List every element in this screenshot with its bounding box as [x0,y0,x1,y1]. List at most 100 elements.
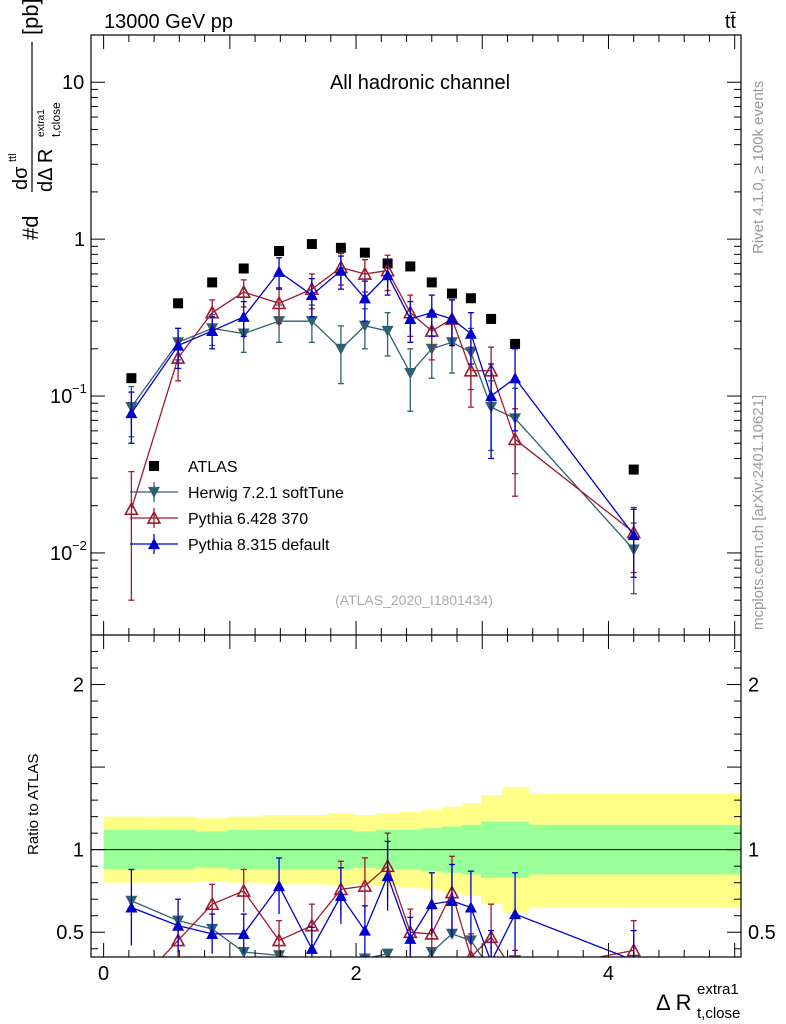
x-tick-label: 4 [603,963,614,985]
ratio-point [305,956,318,957]
legend-marker [148,486,160,498]
data-point [358,292,371,304]
data-point [124,501,139,516]
ratio-y-label: Ratio to ATLAS [25,754,42,855]
x-tick-label: 0 [98,963,109,985]
data-point [305,316,318,328]
series-line [130,269,635,536]
ratio-pythia-8-315-default [125,840,637,957]
data-point [236,284,252,298]
ratio-point [490,955,492,957]
ratio-point [237,927,250,939]
series-line [130,266,635,534]
ratio-point [305,942,318,954]
ratio-y-tick-label-right: 2 [748,675,759,697]
x-label-main: Δ R [656,990,691,1015]
ratio-point [204,896,220,911]
rivet-label: Rivet 4.1.0, ≥ 100k events [750,81,767,254]
data-point [381,325,394,337]
y-axis-label: #d dσ ttl dΔ R t,close extra1 [pb] [7,0,63,240]
ratio-y-tick-label-right: 0.5 [748,922,776,944]
data-point [206,324,219,337]
ratio-point [125,984,137,995]
data-point [359,247,370,258]
legend-marker [146,510,162,524]
ratio-point [381,948,394,957]
data-point [335,242,346,253]
data-point [486,313,497,324]
ratio-y-tick-label-right: 1 [748,840,759,862]
y-tick-label: 1 [74,229,85,251]
data-point [627,529,640,541]
legend-label: ATLAS [188,459,238,476]
ratio-point [125,901,138,913]
ratio-line [131,874,628,957]
ratio-line [161,865,634,957]
ratio-point [424,926,440,940]
data-point [507,431,523,446]
data-point [425,306,438,318]
x-tick-label: 2 [350,963,361,985]
ratio-point [335,972,347,983]
series-pythia-8-315-default [125,255,640,578]
plot-frame [90,34,742,958]
data-point [334,264,347,276]
ratio-point [404,932,417,944]
legend-label: Pythia 8.315 default [188,537,330,554]
ratio-point [206,927,219,939]
data-point [357,266,373,280]
ratio-plot-area [125,832,642,995]
ratio-point [273,879,286,892]
ratio-point [628,959,640,970]
data-point [465,293,476,304]
ratio-point [358,924,371,936]
ratio-point [464,901,477,913]
data-point [463,363,479,377]
data-point [405,261,416,272]
mcplots-label: mcplots.cern.ch [arXiv:2401.10621] [750,395,767,630]
data-point [271,295,287,310]
data-point [237,310,250,322]
ratio-point [425,898,438,910]
legend-entry: Pythia 6.428 370 [130,508,308,528]
x-label-sub: t,close [697,1005,740,1022]
ratio-point [236,883,252,897]
y-tick-exponent: −1 [72,381,87,396]
y-tick-label: 10 [62,72,84,94]
y-label-main: #d [18,216,43,240]
x-axis-label: Δ R extra1 t,close [656,981,740,1022]
legend-entry: ATLAS [149,459,238,476]
data-point [464,327,477,339]
ratio-point [172,919,185,931]
ratio-y-tick-label: 1 [73,840,84,862]
y-label-den: dΔ R [35,149,57,192]
ratio-point [271,932,287,947]
legend-entry: Herwig 7.2.1 softTune [130,482,344,502]
data-point [446,288,457,299]
data-point [306,239,317,250]
ratio-line [131,900,483,957]
legend-marker [148,538,160,550]
ratio-series-layer [125,832,642,995]
ratio-y-tick-label: 2 [73,675,84,697]
ratio-herwig-7-2-1-softtune [125,895,640,986]
ratio-y-tick-label: 0.5 [56,922,84,944]
main-plot-area [124,239,642,601]
data-point [334,343,347,355]
ratio-point [509,968,521,979]
y-tick-label: 10 [50,386,72,408]
data-point [628,464,639,475]
series-line [130,320,635,551]
data-point [173,298,184,309]
main-series-layer [124,239,642,601]
y-label-den-sub: t,close [49,102,63,137]
legend-label: Pythia 6.428 370 [188,511,308,528]
data-point [404,368,417,380]
ratio-point [404,975,416,986]
data-point [426,277,437,288]
data-point [207,277,218,288]
y-label-unit: [pb] [18,0,43,35]
header-left: 13000 GeV pp [104,11,233,33]
data-point [305,289,318,301]
